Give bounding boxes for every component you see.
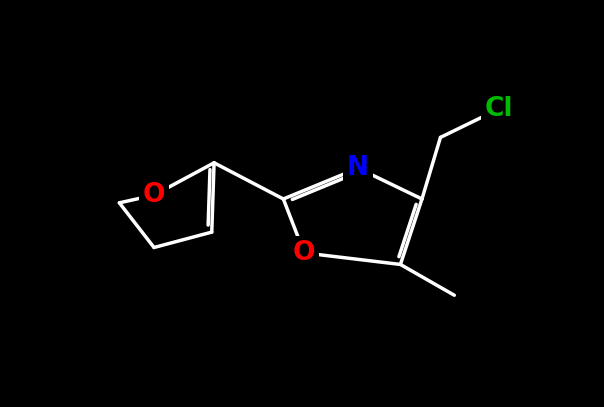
- Text: O: O: [143, 182, 165, 208]
- Text: Cl: Cl: [485, 96, 513, 122]
- Text: O: O: [293, 240, 315, 266]
- Text: N: N: [347, 155, 369, 181]
